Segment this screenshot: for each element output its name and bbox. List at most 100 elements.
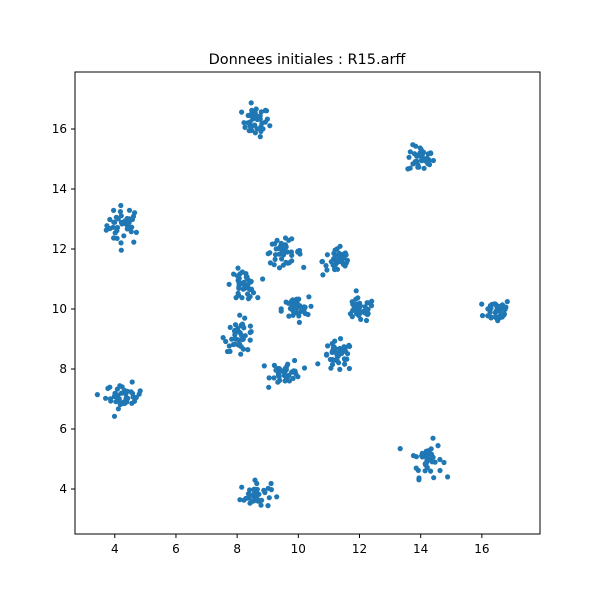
data-point (94, 392, 100, 398)
data-point (427, 150, 434, 156)
data-point (239, 295, 245, 301)
data-point (258, 502, 264, 508)
data-point (237, 497, 243, 503)
data-point (265, 251, 271, 257)
data-point (301, 365, 308, 371)
data-point (239, 321, 245, 327)
data-point (350, 307, 356, 314)
data-point (331, 256, 337, 262)
data-point (329, 361, 336, 368)
data-point (397, 446, 403, 452)
data-point (430, 435, 436, 441)
data-point (334, 266, 341, 272)
data-point (293, 305, 299, 311)
data-point (118, 202, 124, 209)
data-point (289, 258, 295, 264)
y-tick-label: 6 (59, 422, 67, 436)
data-point (233, 295, 239, 301)
data-point (437, 467, 443, 474)
data-point (324, 252, 330, 258)
data-point (493, 308, 499, 314)
data-point (283, 299, 289, 305)
data-point (308, 303, 314, 309)
data-point (112, 230, 118, 236)
data-point (264, 116, 270, 122)
data-point (239, 269, 245, 275)
data-point (233, 336, 239, 342)
data-point (422, 156, 428, 162)
data-point (263, 107, 269, 113)
data-point (319, 259, 325, 265)
data-point (242, 284, 248, 290)
data-point (232, 322, 239, 328)
data-point (223, 338, 229, 345)
data-point (238, 332, 244, 338)
data-point (435, 443, 441, 449)
x-axis: 4 6 8 10 12 14 16 (111, 534, 490, 556)
data-point (413, 465, 419, 471)
data-point (248, 329, 254, 335)
data-point (238, 351, 244, 357)
data-point (357, 303, 363, 309)
data-point (232, 332, 238, 338)
data-point (419, 450, 425, 456)
data-point (341, 344, 347, 350)
data-point (239, 109, 245, 115)
data-point (428, 468, 434, 474)
data-point (301, 264, 307, 270)
data-point (358, 316, 364, 322)
data-point (258, 109, 264, 115)
data-point (272, 252, 279, 258)
data-point (117, 399, 123, 405)
data-point (103, 395, 109, 401)
data-point (504, 299, 510, 305)
y-tick-label: 10 (52, 302, 67, 316)
data-point (275, 372, 282, 378)
data-point (430, 157, 436, 164)
data-point (240, 346, 246, 352)
data-point (123, 391, 129, 397)
data-point (124, 215, 130, 222)
data-point (422, 468, 428, 474)
data-point (255, 295, 261, 301)
data-point (333, 350, 339, 356)
data-point (289, 369, 295, 375)
data-point (342, 361, 348, 367)
data-point (413, 454, 419, 460)
data-point (282, 378, 288, 384)
data-point (267, 260, 273, 266)
data-point (111, 219, 117, 225)
data-point (426, 158, 432, 164)
data-point (266, 384, 272, 390)
data-point (113, 399, 119, 405)
data-point (266, 495, 272, 501)
data-point (279, 256, 285, 262)
data-point (137, 388, 143, 394)
data-point (245, 120, 251, 126)
data-point (247, 500, 253, 506)
data-point (261, 487, 267, 493)
data-point (412, 159, 418, 165)
data-point (125, 225, 132, 231)
data-point (268, 480, 274, 487)
data-point (128, 229, 134, 235)
data-point (130, 390, 136, 397)
data-point (294, 300, 300, 306)
data-point (479, 313, 486, 319)
data-point (496, 303, 502, 309)
data-point (247, 323, 253, 329)
data-point (133, 394, 139, 401)
x-tick-label: 16 (474, 542, 489, 556)
data-point (229, 336, 235, 342)
data-point (251, 486, 257, 492)
data-point (129, 400, 135, 406)
data-point (252, 130, 258, 136)
data-point (231, 328, 238, 334)
data-point (107, 216, 113, 223)
data-point (502, 306, 508, 312)
data-point (353, 288, 359, 294)
data-point (118, 247, 124, 253)
data-point (271, 362, 277, 368)
data-point (266, 375, 272, 381)
